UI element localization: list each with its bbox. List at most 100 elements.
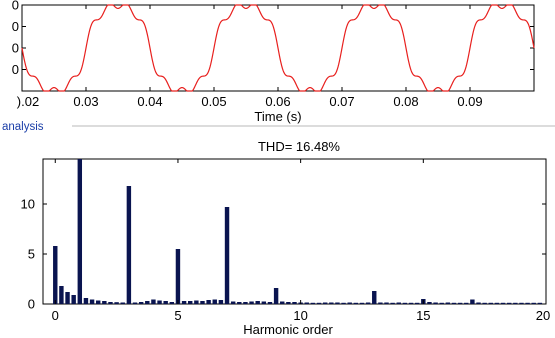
spectrum-bar xyxy=(230,301,236,304)
x-tick-label: 0.03 xyxy=(73,94,98,109)
spectrum-bar xyxy=(439,302,444,304)
spectrum-bar xyxy=(347,302,352,304)
spectrum-x-axis: 0 5 10 15 20 xyxy=(52,159,550,323)
spectrum-bar xyxy=(378,302,383,304)
spectrum-bar xyxy=(519,302,524,304)
spectrum-bar xyxy=(157,300,162,304)
spectrum-bar xyxy=(292,302,297,304)
spectrum-bar xyxy=(120,302,125,304)
spectrum-bar xyxy=(310,302,316,304)
spectrum-bar xyxy=(243,302,248,304)
spectrum-bar xyxy=(273,288,279,304)
spectrum-bar xyxy=(138,302,144,304)
spectrum-y-axis: 0 5 10 xyxy=(21,197,546,312)
x-tick-label: 0.05 xyxy=(201,94,226,109)
spectrum-bar xyxy=(482,302,487,304)
spectrum-bar xyxy=(59,286,64,304)
time-plot-y-axis: 0 0 0 0 xyxy=(12,0,534,77)
spectrum-bar xyxy=(71,295,76,304)
spectrum-bar xyxy=(267,302,273,304)
spectrum-bar xyxy=(402,302,408,304)
spectrum-bar xyxy=(500,302,506,304)
y-tick-label: 0 xyxy=(12,0,19,13)
spectrum-bar xyxy=(249,301,254,304)
spectrum-bar xyxy=(396,302,401,304)
spectrum-bar xyxy=(365,302,371,304)
x-tick-label: 0.09 xyxy=(457,94,482,109)
spectrum-bar xyxy=(506,302,512,304)
spectrum-bar xyxy=(224,207,230,304)
spectrum-bar xyxy=(414,302,420,304)
spectrum-title: THD= 16.48% xyxy=(258,139,340,154)
spectrum-bar xyxy=(335,302,340,304)
spectrum-bar xyxy=(525,302,530,304)
spectrum-bar xyxy=(445,302,451,304)
spectrum-bar xyxy=(163,301,168,304)
spectrum-bar xyxy=(96,300,101,304)
spectrum-bar xyxy=(212,299,217,304)
spectrum-bar xyxy=(304,302,309,304)
spectrum-bar xyxy=(322,302,328,304)
spectrum-bar xyxy=(169,302,175,304)
spectrum-bar xyxy=(488,302,493,304)
spectrum-plot: THD= 16.48% 0 5 10 0 5 10 15 20 Harmonic order xyxy=(21,139,551,337)
spectrum-bar xyxy=(476,302,481,304)
y-tick-label: 0 xyxy=(28,297,35,312)
x-tick-label: 20 xyxy=(536,308,550,323)
spectrum-bar xyxy=(353,302,359,304)
spectrum-bar xyxy=(114,302,119,304)
spectrum-bar xyxy=(108,302,113,304)
spectrum-bar xyxy=(132,302,138,304)
x-tick-label: 0 xyxy=(52,308,59,323)
spectrum-bar xyxy=(145,301,150,304)
spectrum-plot-frame xyxy=(42,158,547,305)
spectrum-bar xyxy=(280,301,285,304)
spectrum-bar xyxy=(218,300,224,304)
spectrum-bar xyxy=(531,302,536,304)
spectrum-bar xyxy=(384,302,389,304)
waveform-line xyxy=(21,4,535,92)
x-tick-label: 0.06 xyxy=(265,94,290,109)
y-tick-label: 0 xyxy=(12,41,19,56)
x-tick-label: 15 xyxy=(416,308,430,323)
spectrum-bar xyxy=(175,249,181,304)
spectrum-bar xyxy=(83,298,89,304)
x-tick-label: ).02 xyxy=(17,94,39,109)
spectrum-bar xyxy=(408,302,414,304)
spectrum-bar xyxy=(390,302,395,304)
panel-label: analysis xyxy=(2,121,44,133)
y-tick-label: 0 xyxy=(12,62,19,77)
y-tick-label: 0 xyxy=(12,19,19,34)
spectrum-bar xyxy=(200,301,205,304)
spectrum-xlabel: Harmonic order xyxy=(243,322,333,337)
spectrum-bar xyxy=(102,301,107,304)
y-tick-label: 10 xyxy=(21,197,35,212)
spectrum-bar xyxy=(494,302,500,304)
spectrum-bar xyxy=(457,302,463,304)
spectrum-bar xyxy=(537,302,543,304)
y-tick-label: 5 xyxy=(28,247,35,262)
x-tick-label: 0.04 xyxy=(137,94,162,109)
spectrum-bar xyxy=(77,159,83,304)
x-tick-label: 5 xyxy=(174,308,181,323)
time-plot-x-axis: ).02 0.03 0.04 0.05 0.06 0.07 0.08 0.09 xyxy=(17,5,483,109)
spectrum-bar xyxy=(329,302,334,304)
spectrum-bar xyxy=(451,302,457,304)
spectrum-bar xyxy=(359,302,365,304)
spectrum-bar xyxy=(433,302,438,304)
spectrum-bar xyxy=(65,292,70,304)
spectrum-bar xyxy=(126,186,132,304)
spectrum-bar xyxy=(286,302,291,304)
spectrum-bar xyxy=(194,300,199,304)
spectrum-bar xyxy=(372,291,377,304)
spectrum-bar xyxy=(261,301,267,304)
x-tick-label: 0.07 xyxy=(329,94,354,109)
time-plot-xlabel: Time (s) xyxy=(254,109,301,124)
spectrum-bar xyxy=(464,302,469,304)
spectrum-bar xyxy=(181,301,187,304)
spectrum-bar xyxy=(237,302,242,304)
x-tick-label: 10 xyxy=(293,308,307,323)
spectrum-bar xyxy=(316,302,322,304)
time-plot: 0 0 0 0 ).02 0.03 0.04 0.05 0.06 0.07 0.08 0.09 Ti… xyxy=(12,0,535,124)
x-tick-label: 0.08 xyxy=(393,94,418,109)
